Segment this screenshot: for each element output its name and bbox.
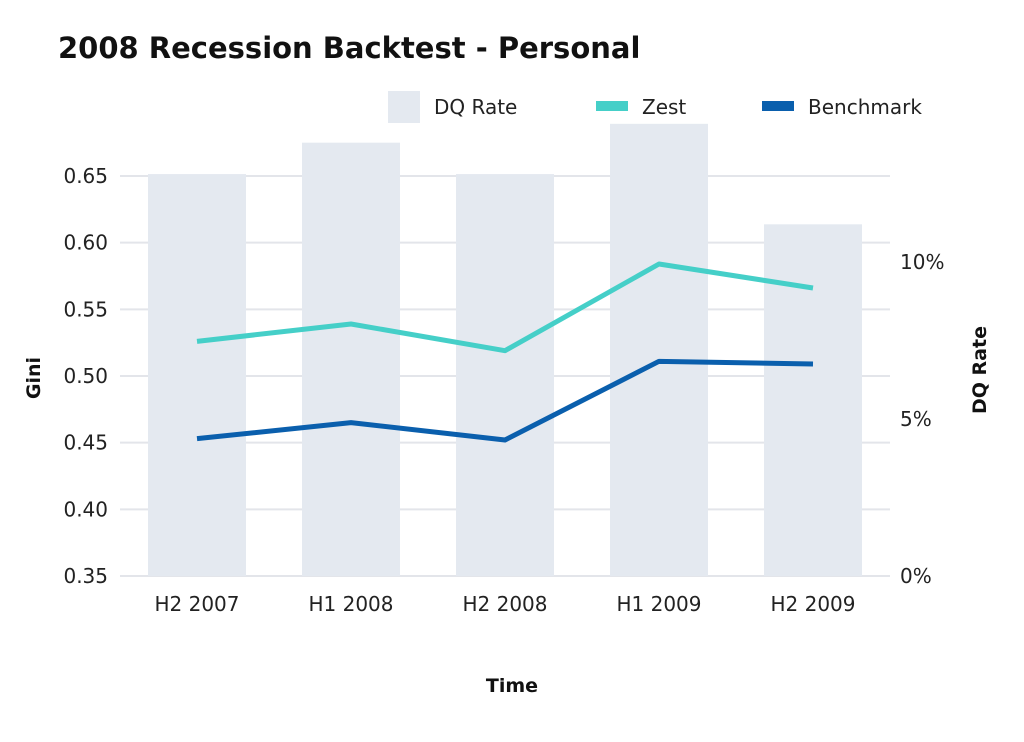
legend: DQ Rate Zest Benchmark xyxy=(388,91,922,123)
y2-tick-label: 0% xyxy=(900,564,932,588)
bar-dq-rate xyxy=(610,123,708,576)
y-axis-title: Gini xyxy=(23,357,45,399)
y-tick-label: 0.60 xyxy=(63,231,108,255)
y2-tick-label: 5% xyxy=(900,407,932,431)
bar-dq-rate xyxy=(302,142,400,576)
legend-swatch-benchmark xyxy=(762,101,794,111)
y2-axis-title: DQ Rate xyxy=(969,326,991,414)
bar-dq-rate xyxy=(456,174,554,576)
y-tick-label: 0.35 xyxy=(63,564,108,588)
y-tick-label: 0.65 xyxy=(63,164,108,188)
legend-swatch-zest xyxy=(596,101,628,111)
bar-dq-rate xyxy=(148,174,246,576)
right-axis-ticks: 0% 5% 10% xyxy=(900,250,944,588)
legend-swatch-dq-rate xyxy=(388,91,420,123)
x-axis-title: Time xyxy=(486,675,538,697)
line-benchmark xyxy=(196,358,814,443)
x-tick-label: H1 2009 xyxy=(616,592,701,616)
x-tick-label: H2 2007 xyxy=(154,592,239,616)
chart-title: 2008 Recession Backtest - Personal xyxy=(58,31,640,65)
y-tick-label: 0.50 xyxy=(63,364,108,388)
line-zest xyxy=(196,261,814,354)
y-tick-label: 0.45 xyxy=(63,431,108,455)
legend-label-benchmark: Benchmark xyxy=(808,95,922,119)
x-tick-label: H2 2008 xyxy=(462,592,547,616)
x-tick-label: H1 2008 xyxy=(308,592,393,616)
bar-dq-rate xyxy=(764,224,862,576)
series-lines xyxy=(196,261,814,443)
y2-tick-label: 10% xyxy=(900,250,944,274)
x-tick-label: H2 2009 xyxy=(770,592,855,616)
y-tick-label: 0.40 xyxy=(63,497,108,521)
legend-label-dq-rate: DQ Rate xyxy=(434,95,517,119)
x-axis-ticks: H2 2007 H1 2008 H2 2008 H1 2009 H2 2009 xyxy=(154,592,855,616)
left-axis-ticks: 0.35 0.40 0.45 0.50 0.55 0.60 0.65 xyxy=(63,164,108,588)
y-tick-label: 0.55 xyxy=(63,297,108,321)
legend-label-zest: Zest xyxy=(642,95,686,119)
dq-rate-bars xyxy=(148,123,862,576)
